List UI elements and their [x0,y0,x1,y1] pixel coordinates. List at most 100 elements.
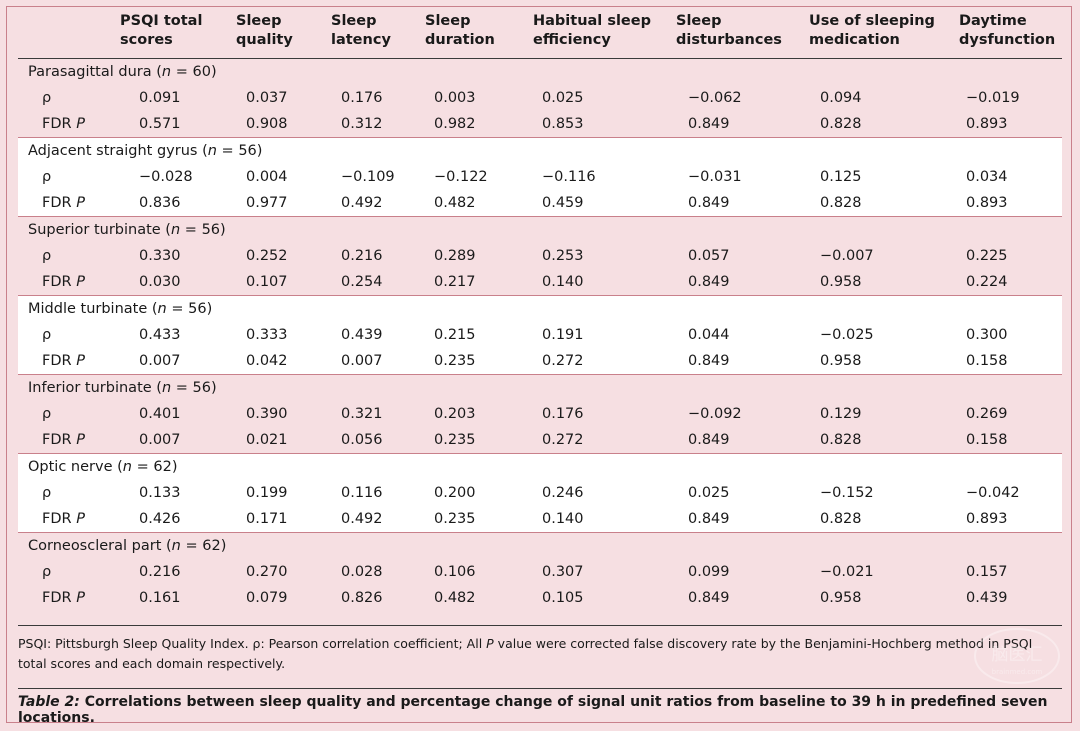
fdr-value: 0.105 [542,590,584,606]
group-title: Corneoscleral part (n = 62) [28,538,227,554]
fdr-value: 0.439 [966,590,1008,606]
footnote-text-2: value were corrected false discovery rat… [18,636,1033,671]
rho-value: −0.031 [688,169,742,185]
fdr-value: 0.849 [688,590,730,606]
rho-value: 0.270 [246,564,288,580]
fdr-value: 0.140 [533,506,676,533]
fdr-label-text: FDR [42,590,72,606]
fdr-value: 0.571 [120,111,236,138]
fdr-value: 0.158 [959,427,1062,454]
rho-row: ρ −0.028 0.004 −0.109 −0.122 −0.116 −0.031 0.12… [18,164,1062,190]
rho-value: 0.307 [542,564,584,580]
rho-value: 0.044 [688,327,730,343]
rho-label: ρ [42,406,52,422]
location-group: Inferior turbinate (n = 56) ρ 0.401 0.390 0.… [18,374,1062,454]
sample-size: 56 [201,222,221,238]
rho-value: 0.203 [434,406,476,422]
column-header-line: quality [236,32,293,48]
rho-value: 0.199 [246,485,288,501]
fdr-value: 0.007 [331,348,425,375]
group-title: Superior turbinate (n = 56) [28,222,226,238]
column-header: Sleep disturbances [676,12,809,59]
rho-value: 0.133 [139,485,181,501]
group-title: Adjacent straight gyrus (n = 56) [28,143,263,159]
group-title: Optic nerve (n = 62) [28,459,178,475]
group-title-row: Parasagittal dura (n = 60) [18,59,1062,86]
fdr-value: 0.977 [236,190,331,217]
rho-value: 0.125 [820,169,862,185]
location-name: Inferior turbinate [28,380,152,396]
fdr-label-text: FDR [42,511,72,527]
fdr-row: FDR P 0.426 0.171 0.492 0.235 0.140 0.849 0.828… [18,506,1062,533]
rho-value: 0.003 [434,90,476,106]
fdr-p-italic: P [76,116,85,132]
group-title-row: Optic nerve (n = 62) [18,454,1062,481]
fdr-value: 0.958 [809,348,959,375]
fdr-value: 0.958 [820,590,862,606]
rho-value: 0.094 [820,90,862,106]
rho-value: 0.269 [966,406,1008,422]
rho-value: −0.007 [820,248,874,264]
fdr-value: 0.224 [959,269,1062,296]
fdr-value: 0.849 [676,427,809,454]
table-caption: Table 2: Correlations between sleep qual… [18,694,1062,726]
rho-value: 0.129 [820,406,862,422]
rho-value: 0.401 [139,406,181,422]
column-header-line: Sleep [676,13,722,29]
column-header: Sleep duration [425,12,533,59]
n-label: n [170,222,181,238]
sample-size: 62 [153,459,172,475]
rho-value: 0.028 [341,564,383,580]
rho-label: ρ [42,169,52,185]
rho-value: 0.253 [542,248,584,264]
rho-value: −0.062 [688,90,742,106]
correlation-table: PSQI total scores Sleep quality Sleep latency… [18,12,1062,611]
rho-value: 0.390 [246,406,288,422]
column-header-line: medication [809,32,900,48]
table-header: PSQI total scores Sleep quality Sleep latency… [18,12,1062,59]
column-header: PSQI total scores [120,12,236,59]
fdr-label: FDR P [18,348,120,375]
rho-label: ρ [42,485,52,501]
fdr-value: 0.042 [236,348,331,375]
fdr-value: 0.826 [341,590,383,606]
column-header: Habitual sleep efficiency [533,12,676,59]
fdr-value: 0.030 [120,269,236,296]
sample-size: 62 [202,538,221,554]
rho-value: 0.433 [139,327,181,343]
fdr-row: FDR P 0.007 0.042 0.007 0.235 0.272 0.849 0.958… [18,348,1062,375]
rho-value: 0.106 [434,564,476,580]
fdr-value: 0.893 [959,190,1062,217]
fdr-label: FDR P [18,269,120,296]
rho-label: ρ [42,564,52,580]
fdr-value: 0.482 [425,190,533,217]
location-name: Corneoscleral part [28,538,162,554]
rho-value: 0.439 [341,327,383,343]
fdr-value: 0.158 [959,348,1062,375]
group-title-row: Superior turbinate (n = 56) [18,217,1062,244]
fdr-value: 0.828 [809,427,959,454]
rho-value: 0.225 [966,248,1008,264]
fdr-value: 0.235 [425,506,533,533]
rho-value: 0.215 [434,327,476,343]
fdr-value: 0.828 [809,190,959,217]
fdr-value: 0.459 [533,190,676,217]
rho-value: 0.333 [246,327,288,343]
fdr-label: FDR P [18,190,120,217]
rho-value: 0.321 [341,406,383,422]
rho-value: 0.176 [341,90,383,106]
fdr-value: 0.056 [331,427,425,454]
rho-value: 0.200 [434,485,476,501]
fdr-label: FDR P [18,427,120,454]
location-group: Superior turbinate (n = 56) ρ 0.330 0.252 0.… [18,216,1062,296]
sample-size: 56 [238,143,257,159]
rho-value: −0.092 [688,406,742,422]
fdr-value: 0.235 [425,427,533,454]
column-header-line: Daytime [959,13,1027,29]
rho-label: ρ [42,327,52,343]
rho-value: 0.116 [341,485,383,501]
rho-value: 0.037 [246,90,288,106]
location-name: Parasagittal dura [28,64,152,80]
sample-size: 56 [188,301,207,317]
rho-value: 0.004 [246,169,288,185]
